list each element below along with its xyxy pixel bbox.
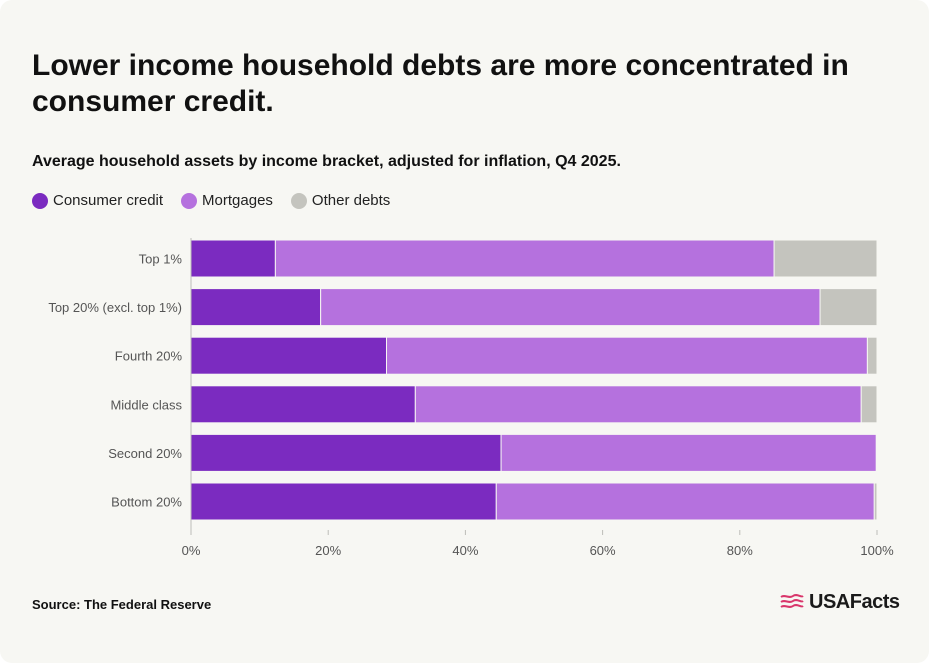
- bar-segment: [860, 385, 878, 424]
- bar-segment: [190, 385, 416, 424]
- bar-segment: [320, 288, 821, 327]
- legend-item-other-debts: Other debts: [290, 192, 391, 209]
- legend-swatch-consumer-credit: [32, 192, 48, 209]
- logo-text: USAFacts: [809, 591, 900, 613]
- bar-segment: [274, 239, 775, 278]
- category-label: Top 1%: [139, 252, 183, 267]
- category-label: Middle class: [110, 397, 182, 412]
- bar-segment: [414, 385, 862, 424]
- category-label: Fourth 20%: [115, 349, 183, 364]
- bar-segment: [500, 433, 877, 472]
- x-tick-label: 80%: [727, 543, 753, 558]
- source-note: Source: The Federal Reserve: [32, 597, 212, 612]
- x-tick-label: 20%: [315, 543, 341, 558]
- legend-swatch-mortgages: [181, 192, 198, 209]
- legend-swatch-other-debts: [290, 192, 307, 209]
- legend-label-other-debts: Other debts: [311, 192, 391, 209]
- bar-segment: [873, 482, 878, 521]
- bar-segment: [190, 239, 276, 278]
- chart-title: Lower income household debts are more co…: [32, 49, 849, 118]
- bar-segment: [190, 336, 388, 375]
- usafacts-logo: USAFacts: [779, 591, 900, 614]
- bar-segment: [386, 336, 868, 375]
- category-label: Top 20% (excl. top 1%): [48, 300, 182, 315]
- category-label: Bottom 20%: [111, 495, 182, 510]
- bar-segment: [190, 288, 322, 327]
- chart-subtitle: Average household assets by income brack…: [32, 153, 621, 170]
- usa-flag-icon: [780, 593, 804, 608]
- legend-label-consumer-credit: Consumer credit: [53, 192, 164, 209]
- bar-segment: [819, 288, 878, 327]
- legend-item-consumer-credit: Consumer credit: [32, 192, 163, 209]
- legend-item-mortgages: Mortgages: [181, 192, 273, 209]
- x-tick-label: 100%: [860, 543, 894, 558]
- bar-segment: [875, 433, 878, 472]
- bar-segment: [866, 336, 878, 375]
- bar-segment: [495, 482, 875, 521]
- bar-segment: [190, 482, 497, 521]
- legend-label-mortgages: Mortgages: [202, 192, 273, 209]
- bar-segment: [190, 433, 502, 472]
- x-tick-label: 0%: [182, 543, 201, 558]
- bar-segment: [773, 239, 878, 278]
- legend: Consumer credit Mortgages Other debts: [32, 192, 390, 209]
- x-tick-label: 60%: [590, 543, 616, 558]
- category-label: Second 20%: [108, 446, 182, 461]
- x-tick-label: 40%: [452, 543, 478, 558]
